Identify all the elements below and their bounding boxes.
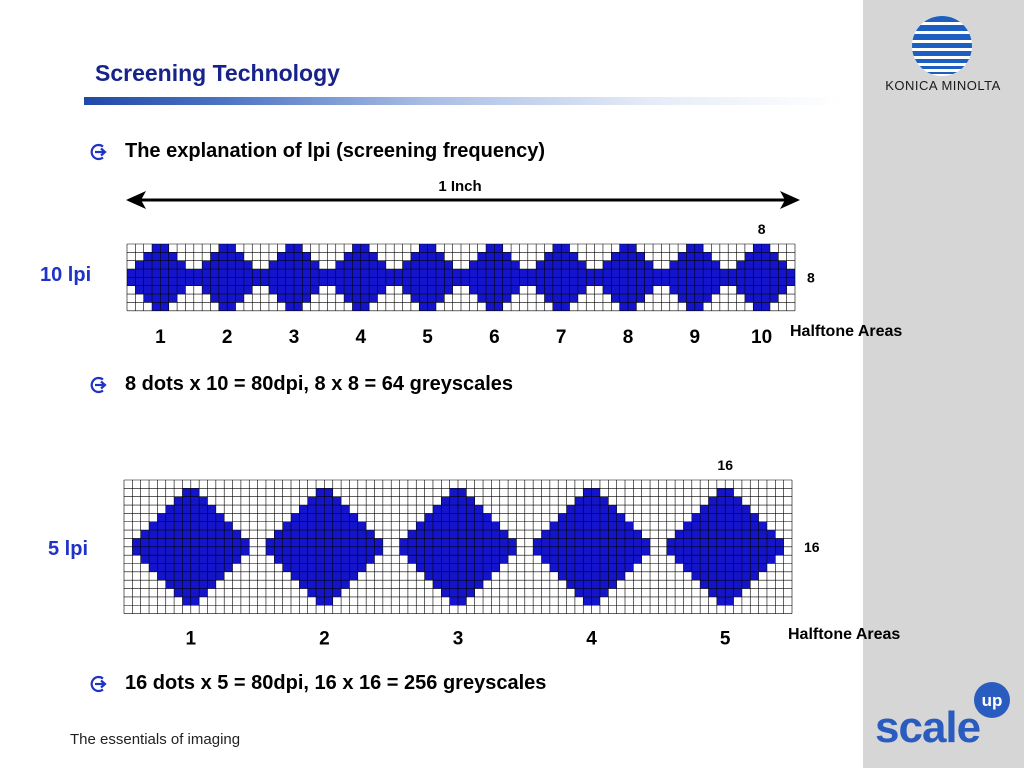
grid-lines [123,479,793,614]
area-number: 8 [623,327,634,348]
halftone-dot [399,488,517,606]
halftone-dot [661,244,729,311]
area-number: 6 [489,327,500,348]
lpi-label-10: 10 lpi [40,264,92,286]
bullet-point: 8 dots x 10 = 80dpi, 8 x 8 = 64 greyscal… [90,373,513,396]
circle-arrow-icon [90,143,107,160]
circle-arrow-icon [90,675,107,692]
width-label: 1 Inch [438,178,481,195]
one-inch-arrow: 1 Inch [126,178,800,209]
halftone-dot [666,488,784,606]
bullet-point: The explanation of lpi (screening freque… [90,140,545,163]
scale-logo-text: scale [875,703,980,750]
area-number: 10 [751,327,772,348]
halftone-dot [327,244,395,311]
halftone-dot [594,244,662,311]
area-number: 5 [422,327,433,348]
halftone-dot [527,244,595,311]
konica-minolta-globe-icon [912,16,972,76]
bullet-text: 16 dots x 5 = 80dpi, 16 x 16 = 256 greys… [125,672,547,694]
halftone-dot [728,244,795,311]
cell-width-label: 16 [717,457,733,473]
bullet-point: 16 dots x 5 = 80dpi, 16 x 16 = 256 greys… [90,672,546,695]
area-number: 3 [289,327,300,348]
bullet-text: 8 dots x 10 = 80dpi, 8 x 8 = 64 greyscal… [125,373,514,395]
scale-up-logo: scale up [875,682,1010,750]
slide-title: Screening Technology [95,60,340,86]
area-number: 3 [453,629,464,650]
halftone-dot [132,488,250,606]
footer-tagline: The essentials of imaging [70,731,241,748]
area-number: 9 [690,327,701,348]
halftone-grid-5lpi: 1 2 3 4 5 16 16 [123,457,820,650]
area-number: 1 [186,629,197,650]
company-name: KONICA MINOLTA [885,78,1001,93]
halftone-dot [193,244,261,311]
area-number: 2 [222,327,233,348]
area-number: 5 [720,629,731,650]
brand-sidebar [863,0,1024,768]
halftone-areas-label: Halftone Areas [790,323,903,340]
cell-width-label: 8 [758,221,766,237]
bullet-text: The explanation of lpi (screening freque… [125,140,546,162]
halftone-dot [127,244,194,311]
up-logo-text: up [982,691,1003,710]
area-number: 2 [319,629,330,650]
halftone-dot [265,488,383,606]
area-number: 4 [356,327,367,348]
halftone-dot [533,488,651,606]
grid-lines [126,243,796,312]
title-underline-bar [84,97,844,105]
area-number: 4 [586,629,597,650]
cell-height-label: 8 [807,269,815,285]
cell-height-label: 16 [804,539,820,555]
halftone-areas-label: Halftone Areas [788,626,901,643]
circle-arrow-icon [90,376,107,393]
lpi-label-5: 5 lpi [48,538,89,560]
halftone-dot [394,244,461,311]
area-number: 7 [556,327,567,348]
halftone-dot [260,244,328,311]
area-number: 1 [155,327,166,348]
halftone-dot [461,244,528,311]
halftone-grid-10lpi: 1 2 3 4 5 6 7 8 9 10 8 8 [126,221,815,348]
